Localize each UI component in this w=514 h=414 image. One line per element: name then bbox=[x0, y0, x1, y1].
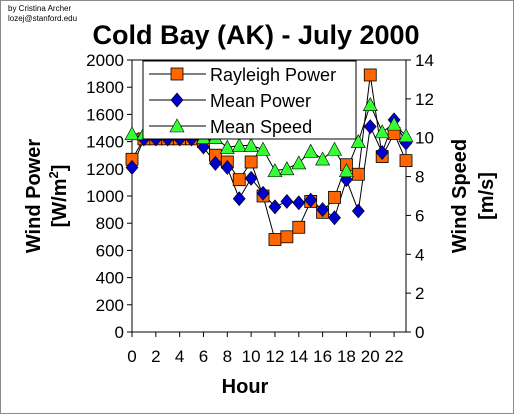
data-point-square bbox=[351, 167, 365, 181]
left-y-tick-label: 600 bbox=[96, 241, 124, 260]
right-y-axis-label-line2: [m/s] bbox=[476, 172, 498, 220]
data-point-triangle bbox=[219, 139, 235, 154]
right-y-tick-label: 6 bbox=[415, 206, 424, 225]
data-point-diamond bbox=[375, 145, 389, 160]
left-y-axis-label-line2: [W/m2] bbox=[46, 165, 71, 228]
x-tick-label: 0 bbox=[127, 347, 136, 366]
x-tick-label: 2 bbox=[151, 347, 160, 366]
right-y-tick-label: 2 bbox=[415, 284, 424, 303]
data-point-diamond bbox=[232, 191, 246, 207]
left-y-tick-label: 0 bbox=[115, 323, 124, 342]
legend-marker-square bbox=[170, 67, 184, 81]
data-point-triangle bbox=[338, 163, 354, 178]
data-point-square bbox=[292, 220, 306, 234]
left-y-tick-label: 1000 bbox=[86, 187, 124, 206]
left-y-unit-main: [W/m bbox=[49, 179, 71, 228]
data-point-triangle bbox=[327, 141, 343, 156]
data-point-triangle bbox=[362, 97, 378, 111]
data-point-triangle bbox=[231, 137, 247, 152]
x-tick-label: 8 bbox=[223, 347, 232, 366]
data-point-triangle bbox=[398, 128, 414, 143]
data-point-square bbox=[363, 68, 377, 82]
x-tick-label: 6 bbox=[199, 347, 208, 366]
legend: Rayleigh Power Mean Power Mean Speed bbox=[142, 60, 357, 140]
axes: 0200400600800100012001400160018002000024… bbox=[86, 51, 434, 366]
data-point-triangle bbox=[386, 116, 402, 131]
author-credit: by Cristina Archer lozej@stanford.edu bbox=[8, 4, 77, 24]
data-point-triangle bbox=[279, 161, 295, 176]
data-point-square bbox=[268, 233, 282, 246]
right-y-tick-label: 0 bbox=[415, 323, 424, 342]
data-point-triangle bbox=[303, 143, 319, 158]
left-y-tick-label: 1400 bbox=[86, 133, 124, 152]
right-y-tick-label: 12 bbox=[415, 90, 434, 109]
data-point-square bbox=[328, 190, 341, 204]
right-y-tick-label: 8 bbox=[415, 168, 424, 187]
left-y-tick-label: 200 bbox=[96, 296, 124, 315]
data-point-square bbox=[244, 155, 258, 169]
data-point-square bbox=[399, 154, 413, 168]
legend-label: Mean Speed bbox=[210, 117, 312, 137]
x-axis-label: Hour bbox=[222, 376, 269, 398]
data-point-diamond bbox=[351, 203, 365, 219]
data-point-square bbox=[280, 230, 294, 244]
right-y-tick-label: 4 bbox=[415, 245, 424, 264]
data-point-diamond bbox=[244, 170, 258, 186]
data-point-diamond bbox=[280, 193, 294, 209]
x-tick-label: 4 bbox=[175, 347, 184, 366]
data-point-square bbox=[232, 173, 246, 187]
data-point-diamond bbox=[363, 119, 377, 135]
right-y-tick-label: 10 bbox=[415, 129, 434, 148]
left-y-tick-label: 2000 bbox=[86, 51, 124, 70]
legend-label: Mean Power bbox=[210, 91, 311, 111]
left-y-tick-label: 1200 bbox=[86, 160, 124, 179]
x-tick-label: 22 bbox=[385, 347, 404, 366]
data-point-triangle bbox=[315, 151, 331, 166]
data-point-diamond bbox=[304, 192, 318, 208]
x-tick-label: 12 bbox=[265, 347, 284, 366]
left-y-unit-sup: 2 bbox=[46, 171, 61, 178]
data-point-diamond bbox=[316, 202, 330, 218]
right-y-axis-label: Wind Speed [m/s] bbox=[449, 139, 498, 253]
x-tick-label: 14 bbox=[289, 347, 308, 366]
data-point-triangle bbox=[374, 124, 390, 139]
left-y-tick-label: 1800 bbox=[86, 78, 124, 97]
x-tick-label: 20 bbox=[361, 347, 380, 366]
right-y-tick-label: 14 bbox=[415, 51, 434, 70]
chart-title: Cold Bay (AK) - July 2000 bbox=[92, 20, 419, 50]
left-y-tick-label: 400 bbox=[96, 269, 124, 288]
data-point-triangle bbox=[243, 137, 259, 152]
data-point-diamond bbox=[208, 155, 222, 171]
data-point-triangle bbox=[267, 163, 283, 178]
data-point-triangle bbox=[291, 155, 307, 170]
legend-marker-triangle bbox=[169, 118, 185, 133]
legend-label: Rayleigh Power bbox=[210, 65, 336, 85]
data-point-diamond bbox=[220, 159, 234, 175]
data-point-diamond bbox=[328, 210, 341, 226]
left-y-tick-label: 1600 bbox=[86, 105, 124, 124]
x-tick-label: 16 bbox=[313, 347, 332, 366]
right-y-axis-label-line1: Wind Speed bbox=[449, 139, 471, 253]
left-y-unit-end: ] bbox=[49, 165, 71, 172]
data-point-triangle bbox=[350, 133, 366, 148]
data-point-diamond bbox=[125, 159, 139, 175]
x-tick-label: 18 bbox=[337, 347, 356, 366]
data-point-diamond bbox=[292, 195, 306, 211]
data-point-triangle bbox=[255, 141, 271, 156]
legend-marker-diamond bbox=[170, 92, 184, 108]
data-point-diamond bbox=[256, 185, 270, 201]
left-y-axis-label-line1: Wind Power bbox=[23, 139, 45, 253]
left-y-axis-label: Wind Power [W/m2] bbox=[23, 139, 71, 253]
x-tick-label: 10 bbox=[242, 347, 261, 366]
credit-email: lozej@stanford.edu bbox=[8, 14, 78, 23]
data-point-diamond bbox=[268, 199, 282, 215]
left-y-tick-label: 800 bbox=[96, 214, 124, 233]
credit-author: by Cristina Archer bbox=[8, 4, 72, 13]
data-point-triangle bbox=[124, 126, 140, 141]
